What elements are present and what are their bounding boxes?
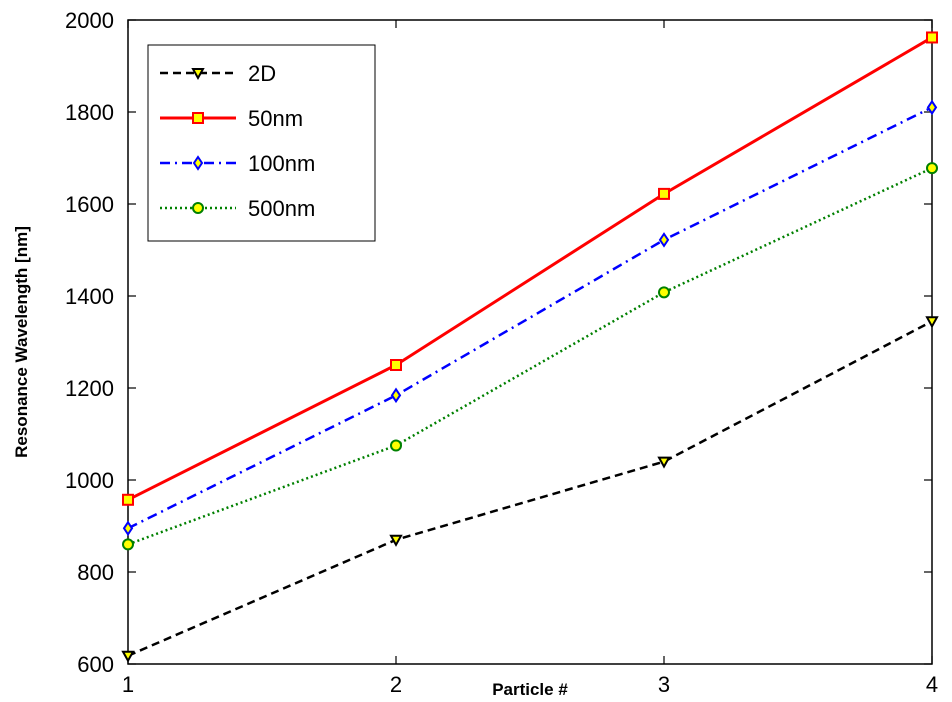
- legend-label: 100nm: [248, 151, 315, 176]
- data-point: [121, 650, 135, 663]
- x-tick-label: 2: [390, 672, 402, 697]
- series-2D: [121, 316, 939, 663]
- data-point: [390, 387, 402, 404]
- legend-item: 2D: [160, 61, 276, 86]
- y-axis-label: Resonance Wavelength [nm]: [12, 226, 31, 458]
- legend-label: 50nm: [248, 106, 303, 131]
- data-point: [926, 99, 938, 116]
- series-50nm: [122, 31, 938, 506]
- series-line: [127, 320, 933, 657]
- legend-marker: [192, 112, 204, 124]
- legend-item: 500nm: [160, 196, 315, 221]
- y-tick-label: 1200: [65, 376, 114, 401]
- legend-item: 50nm: [160, 106, 303, 131]
- x-tick-label: 3: [658, 672, 670, 697]
- data-point: [657, 456, 671, 469]
- x-axis-label: Particle #: [492, 680, 568, 699]
- series-500nm: [122, 162, 938, 551]
- y-tick-label: 800: [77, 560, 114, 585]
- y-tick-label: 2000: [65, 8, 114, 33]
- data-point: [925, 316, 939, 329]
- legend-marker: [191, 68, 205, 81]
- data-point: [926, 162, 938, 175]
- series-100nm: [122, 99, 938, 537]
- data-point: [122, 538, 134, 551]
- axis-ticks: 600 800 1000 1200 1400 1600 1800 2000 1 2 3 4: [65, 8, 938, 697]
- legend: 2D 50nm 100nm 500nm: [147, 44, 376, 242]
- data-point: [658, 187, 670, 200]
- data-point: [926, 31, 938, 44]
- data-point: [389, 534, 403, 547]
- legend-item: 100nm: [160, 151, 315, 176]
- series-line: [127, 36, 933, 502]
- legend-label: 2D: [248, 61, 276, 86]
- data-point: [390, 359, 402, 371]
- y-tick-label: 1400: [65, 284, 114, 309]
- data-point: [122, 520, 134, 537]
- legend-marker: [192, 202, 204, 214]
- x-tick-label: 1: [122, 672, 134, 697]
- x-tick-label: 4: [926, 672, 938, 697]
- data-point: [390, 439, 402, 452]
- legend-label: 500nm: [248, 196, 315, 221]
- series-layer: [121, 31, 939, 663]
- data-point: [658, 232, 670, 248]
- data-point: [658, 286, 670, 299]
- y-tick-label: 1600: [65, 192, 114, 217]
- y-tick-label: 1000: [65, 468, 114, 493]
- legend-marker: [192, 155, 204, 171]
- series-line: [127, 166, 933, 546]
- data-point: [122, 493, 134, 506]
- y-tick-label: 1800: [65, 100, 114, 125]
- y-tick-label: 600: [77, 652, 114, 677]
